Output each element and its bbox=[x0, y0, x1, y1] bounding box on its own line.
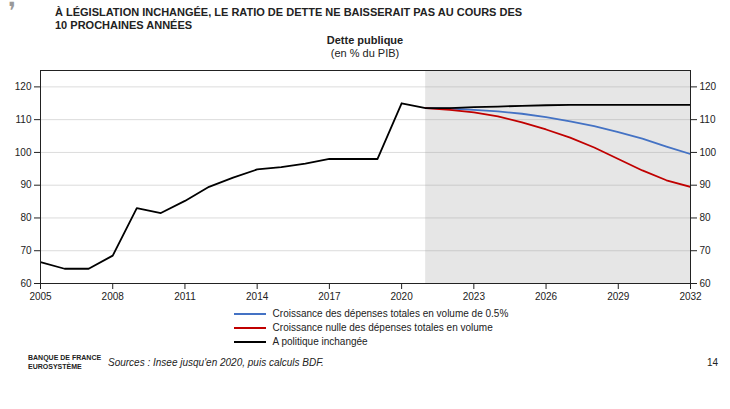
svg-text:2032: 2032 bbox=[679, 291, 702, 302]
svg-text:2020: 2020 bbox=[390, 291, 413, 302]
svg-text:80: 80 bbox=[700, 212, 712, 223]
svg-text:2029: 2029 bbox=[607, 291, 630, 302]
svg-text:2017: 2017 bbox=[318, 291, 341, 302]
svg-text:2023: 2023 bbox=[463, 291, 486, 302]
html-text:Dette publique: Dette publique bbox=[326, 34, 404, 46]
svg-text:60: 60 bbox=[20, 278, 32, 289]
svg-text:70: 70 bbox=[700, 245, 712, 256]
html-text:Croissance nulle des dépenses: Croissance nulle des dépenses totales en… bbox=[272, 322, 493, 333]
html-text:À LÉGISLATION INCHANGÉE, LE RA: À LÉGISLATION INCHANGÉE, LE RATIO DE DET… bbox=[55, 6, 523, 31]
svg-text:100: 100 bbox=[700, 147, 717, 158]
html-text:BANQUE DE FRANCE EUROSYSTÈME: BANQUE DE FRANCE EUROSYSTÈME bbox=[28, 354, 102, 370]
html-text:A politique inchangée: A politique inchangée bbox=[272, 336, 368, 347]
svg-text:60: 60 bbox=[700, 278, 712, 289]
svg-text:90: 90 bbox=[20, 179, 32, 190]
html-text:14: 14 bbox=[706, 356, 718, 368]
svg-text:2014: 2014 bbox=[246, 291, 269, 302]
svg-text:110: 110 bbox=[16, 114, 32, 125]
html-text:(en % du PIB): (en % du PIB) bbox=[330, 47, 400, 59]
html-text:Sources : Insee jusqu'en 2020,: Sources : Insee jusqu'en 2020, puis calc… bbox=[108, 356, 324, 368]
svg-text:100: 100 bbox=[15, 147, 32, 158]
svg-text:2011: 2011 bbox=[174, 291, 196, 302]
svg-text:2026: 2026 bbox=[535, 291, 558, 302]
svg-text:80: 80 bbox=[20, 212, 32, 223]
svg-text:2008: 2008 bbox=[102, 291, 125, 302]
svg-text:90: 90 bbox=[700, 179, 712, 190]
svg-text:120: 120 bbox=[700, 81, 717, 92]
svg-text:70: 70 bbox=[20, 245, 32, 256]
svg-text:120: 120 bbox=[15, 81, 32, 92]
svg-text:110: 110 bbox=[700, 114, 716, 125]
svg-text:2005: 2005 bbox=[29, 291, 52, 302]
html-text:Croissance des dépenses totale: Croissance des dépenses totales en volum… bbox=[272, 308, 509, 319]
